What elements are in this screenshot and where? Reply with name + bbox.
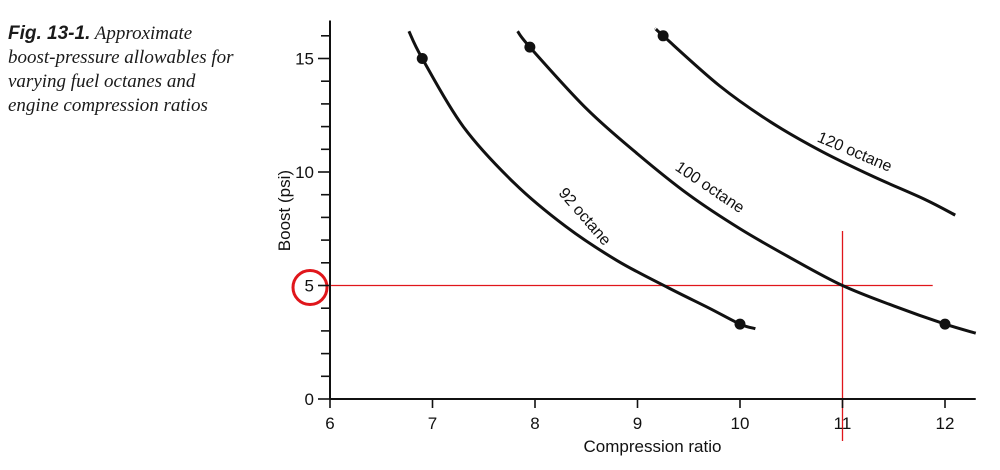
marker-100-octane — [524, 41, 536, 53]
marker-92-octane — [734, 318, 746, 330]
figure-caption: Fig. 13-1. Approximate boost-pressure al… — [8, 22, 243, 118]
marker-120-octane — [657, 30, 669, 42]
x-tick-label: 6 — [325, 414, 334, 433]
x-tick-label: 12 — [936, 414, 955, 433]
x-tick-label: 8 — [530, 414, 539, 433]
x-tick-label: 11 — [834, 414, 852, 433]
figure-number: Fig. 13-1. — [8, 23, 91, 44]
axes: 0 5 10 15 6 7 8 9 10 11 12 Compression ratio Boost (… — [275, 20, 976, 456]
marker-92-octane — [416, 53, 428, 64]
curves — [407, 27, 977, 335]
x-tick-label: 7 — [428, 414, 437, 433]
y-tick-label: 0 — [305, 390, 314, 409]
y-axis-title: Boost (psi) — [275, 170, 294, 251]
y-tick-label: 5 — [305, 277, 314, 296]
marker-100-octane — [939, 318, 951, 330]
caption-text: Approximate boost-pressure allowables fo… — [8, 23, 234, 116]
annotation-layer — [291, 231, 933, 441]
x-axis-title: Compression ratio — [584, 437, 722, 456]
curve-100-octane — [516, 30, 977, 335]
y-tick-label: 15 — [295, 50, 314, 69]
y-tick-label: 10 — [295, 163, 314, 182]
x-tick-label: 9 — [633, 414, 642, 433]
annotation-highlight-circle — [291, 269, 329, 306]
x-tick-label: 10 — [731, 414, 750, 433]
curve-92-octane — [407, 30, 756, 331]
